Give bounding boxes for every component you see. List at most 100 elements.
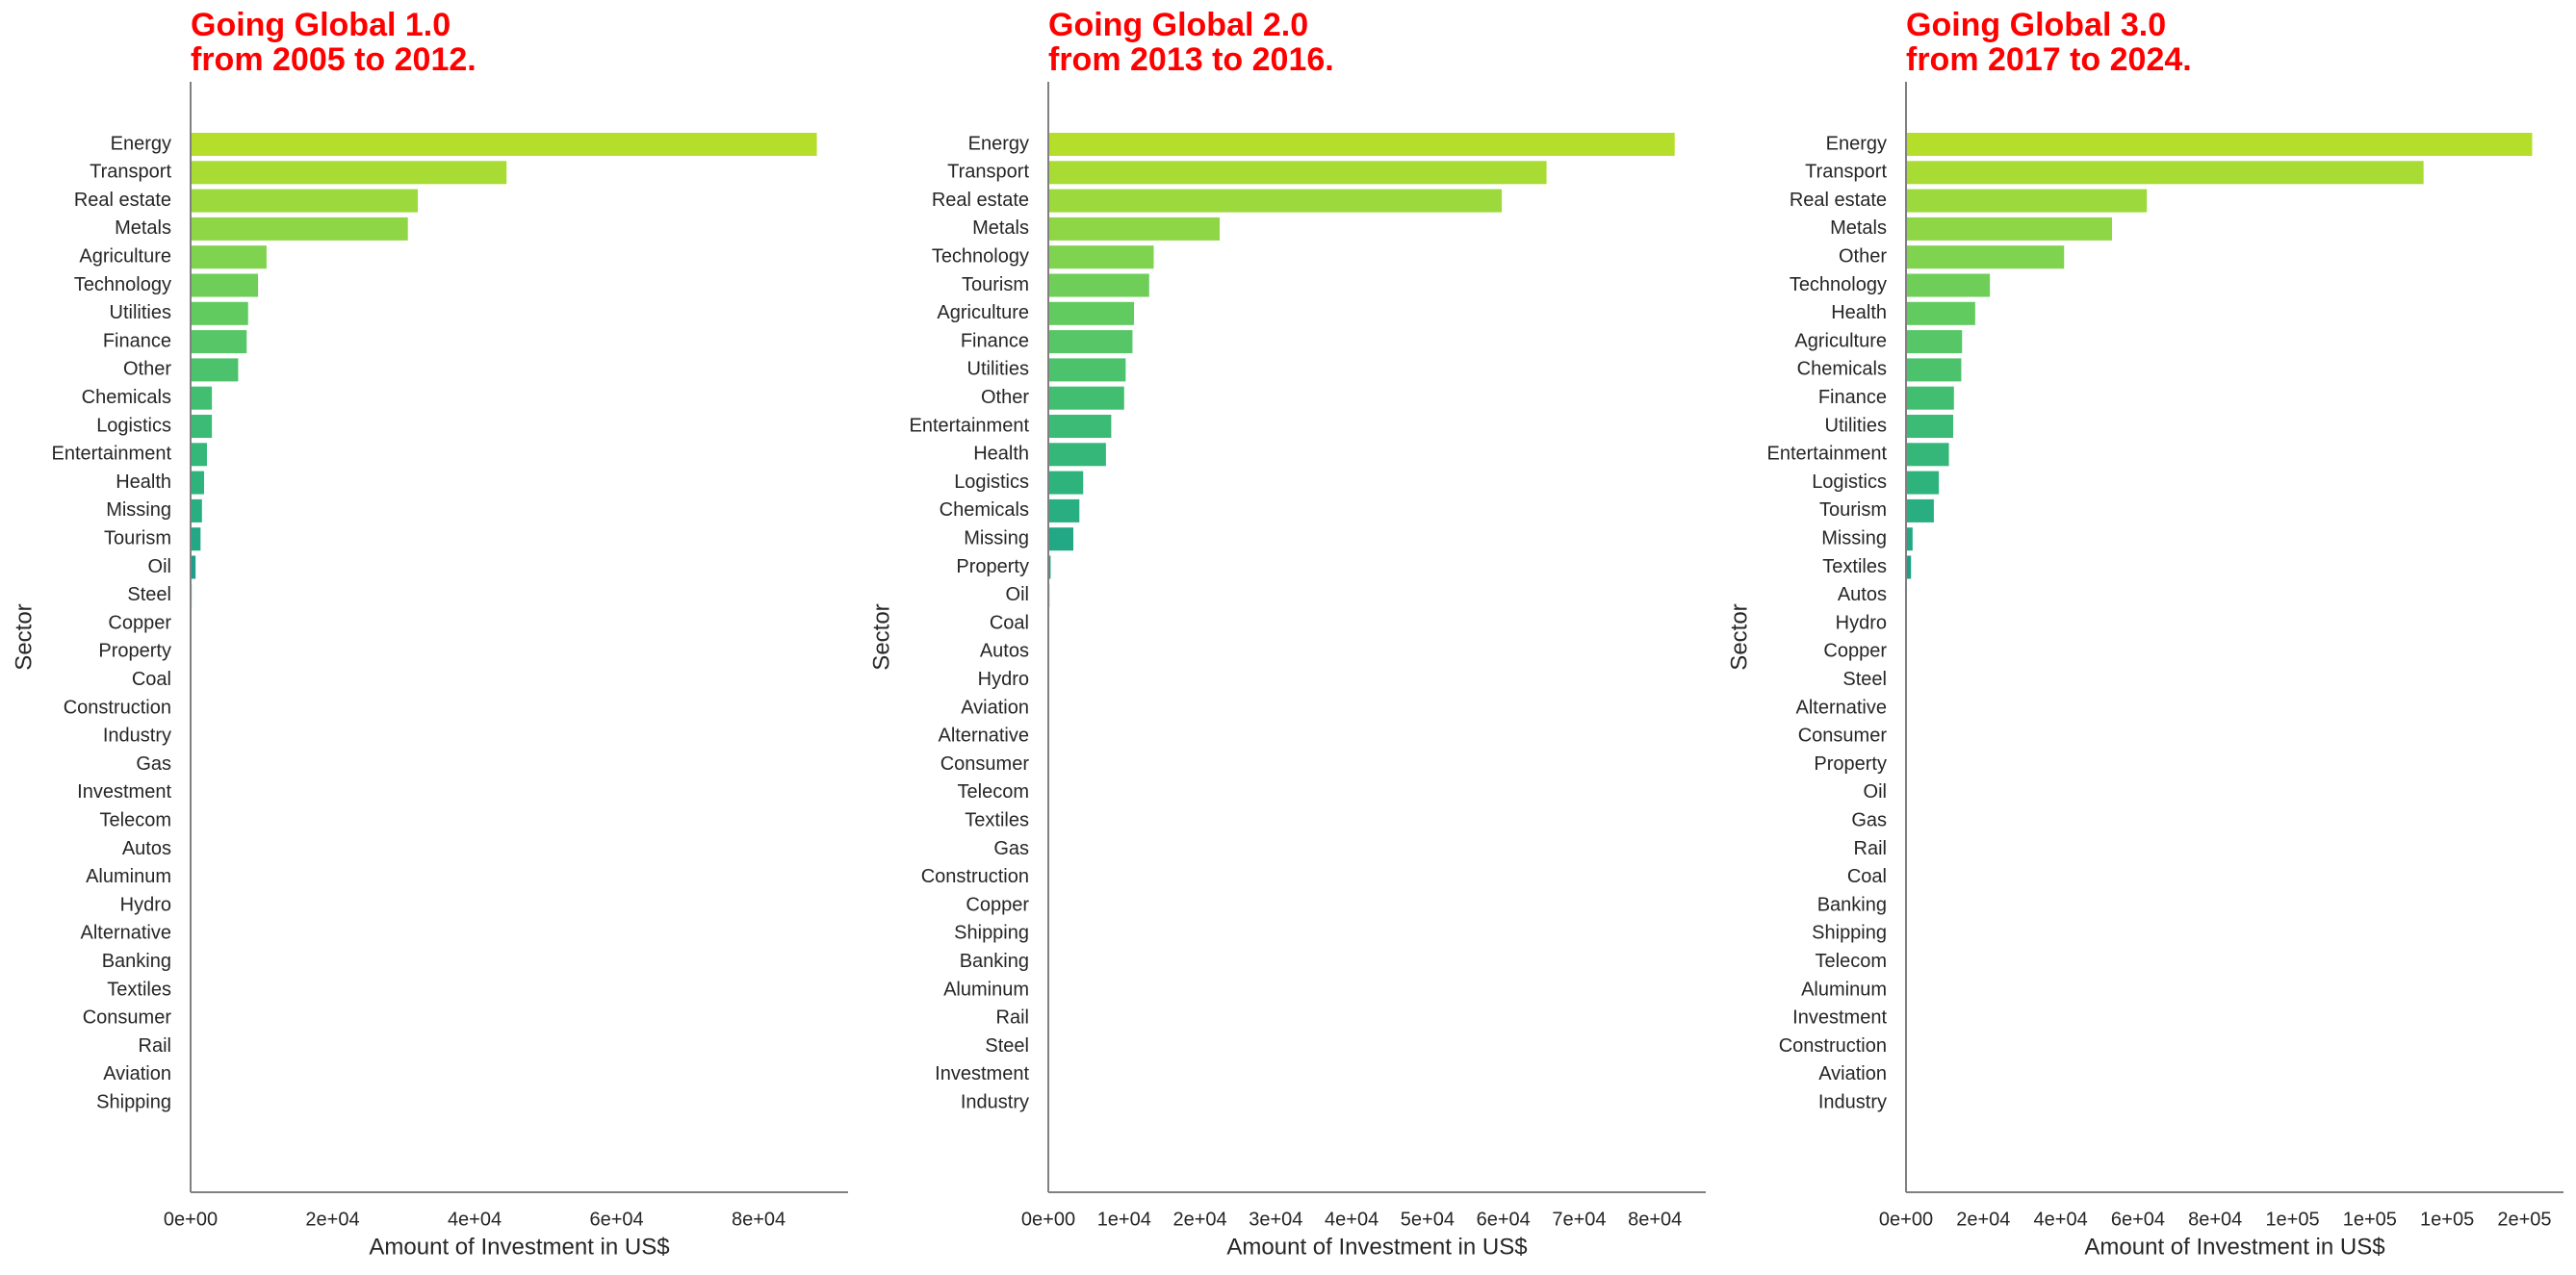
y-tick-label: Health: [1831, 302, 1887, 323]
x-tick-label: 8e+04: [1628, 1209, 1682, 1230]
y-tick-label: Consumer: [1798, 726, 1888, 747]
y-axis-label: Sector: [868, 603, 894, 670]
bar: [1906, 161, 2424, 185]
x-tick-label: 8e+04: [2188, 1209, 2242, 1230]
y-tick-label: Aviation: [961, 697, 1029, 718]
bar: [1048, 133, 1675, 156]
y-tick-label: Gas: [993, 838, 1029, 859]
y-tick-label: Logistics: [954, 472, 1029, 493]
y-tick-label: Utilities: [110, 302, 171, 323]
x-tick-label: 1e+05: [2265, 1209, 2319, 1230]
x-axis-label: Amount of Investment in US$: [369, 1234, 669, 1260]
x-axis-label: Amount of Investment in US$: [1226, 1234, 1527, 1260]
bar: [191, 471, 205, 495]
bar: [191, 358, 239, 382]
x-tick-label: 4e+04: [448, 1209, 502, 1230]
y-tick-label: Oil: [1864, 781, 1887, 803]
x-tick-label: 0e+00: [1021, 1209, 1075, 1230]
x-tick-label: 0e+00: [164, 1209, 218, 1230]
y-tick-label: Real estate: [74, 190, 171, 211]
y-tick-label: Metals: [115, 217, 171, 239]
y-tick-label: Technology: [1790, 274, 1887, 295]
y-tick-label: Finance: [1818, 387, 1887, 408]
x-tick-label: 6e+04: [1477, 1209, 1531, 1230]
y-tick-label: Coal: [132, 669, 171, 690]
y-tick-label: Alternative: [1796, 697, 1888, 718]
bar: [191, 386, 213, 410]
x-tick-label: 2e+05: [2497, 1209, 2551, 1230]
y-tick-label: Steel: [127, 584, 171, 605]
x-tick-label: 6e+04: [589, 1209, 643, 1230]
y-tick-label: Utilities: [1825, 415, 1887, 436]
y-tick-label: Autos: [122, 838, 171, 859]
y-tick-label: Technology: [74, 274, 171, 295]
bar: [1048, 330, 1133, 354]
x-tick-label: 0e+00: [1879, 1209, 1933, 1230]
y-tick-label: Entertainment: [909, 415, 1029, 436]
y-tick-label: Aluminum: [86, 866, 171, 887]
bar: [1048, 527, 1073, 551]
y-tick-label: Steel: [985, 1035, 1029, 1057]
y-tick-label: Entertainment: [1766, 444, 1887, 465]
y-tick-label: Alternative: [939, 726, 1030, 747]
y-tick-label: Industry: [103, 726, 171, 747]
bar: [1906, 386, 1954, 410]
y-tick-label: Real estate: [932, 190, 1029, 211]
x-tick-label: 5e+04: [1401, 1209, 1455, 1230]
bar: [1906, 217, 2113, 241]
bar: [1906, 189, 2148, 213]
x-tick-label: 7e+04: [1552, 1209, 1606, 1230]
bar: [1048, 245, 1154, 269]
y-tick-label: Copper: [108, 612, 171, 633]
x-tick-label: 6e+04: [2111, 1209, 2165, 1230]
y-tick-label: Copper: [1823, 641, 1887, 662]
bar: [191, 555, 196, 579]
y-tick-label: Other: [123, 359, 171, 380]
y-tick-label: Textiles: [965, 809, 1029, 830]
bar: [191, 443, 207, 467]
y-tick-label: Agriculture: [937, 302, 1029, 323]
bar: [1048, 273, 1149, 297]
bar: [191, 415, 213, 438]
bar: [1048, 443, 1106, 467]
y-tick-label: Hydro: [1836, 612, 1887, 633]
y-tick-label: Construction: [1779, 1035, 1887, 1057]
y-tick-label: Textiles: [107, 979, 171, 1000]
bar: [191, 245, 267, 269]
bar: [1906, 471, 1940, 495]
y-tick-label: Agriculture: [1794, 330, 1887, 351]
y-tick-label: Gas: [1851, 809, 1887, 830]
y-tick-label: Investment: [1792, 1007, 1887, 1029]
y-tick-label: Construction: [921, 866, 1029, 887]
y-tick-label: Finance: [961, 330, 1029, 351]
y-tick-label: Chemicals: [82, 387, 171, 408]
chart-title: Going Global 1.0 from 2005 to 2012.: [191, 7, 477, 78]
bar: [191, 189, 419, 213]
y-tick-label: Consumer: [83, 1007, 172, 1029]
y-tick-label: Investment: [77, 781, 171, 803]
y-tick-label: Property: [1814, 753, 1887, 775]
x-tick-label: 1e+05: [2420, 1209, 2474, 1230]
y-tick-label: Transport: [947, 162, 1029, 183]
x-axis-label: Amount of Investment in US$: [2084, 1234, 2384, 1260]
y-tick-label: Gas: [136, 753, 171, 775]
bar: [1048, 217, 1221, 241]
y-tick-label: Shipping: [96, 1091, 171, 1112]
y-tick-label: Health: [973, 444, 1029, 465]
y-tick-label: Coal: [990, 612, 1029, 633]
x-tick-label: 1e+04: [1097, 1209, 1151, 1230]
y-tick-label: Other: [981, 387, 1029, 408]
y-tick-label: Textiles: [1822, 556, 1887, 577]
y-tick-label: Tourism: [104, 527, 171, 548]
bar: [1906, 443, 1949, 467]
x-tick-label: 8e+04: [732, 1209, 786, 1230]
bar: [1048, 415, 1112, 438]
y-tick-label: Utilities: [967, 359, 1029, 380]
chart-title: Going Global 2.0 from 2013 to 2016.: [1048, 7, 1334, 78]
bar: [191, 161, 507, 185]
bar: [1906, 527, 1913, 551]
y-tick-label: Construction: [64, 697, 171, 718]
bar: [1048, 189, 1503, 213]
y-tick-label: Industry: [961, 1091, 1029, 1112]
